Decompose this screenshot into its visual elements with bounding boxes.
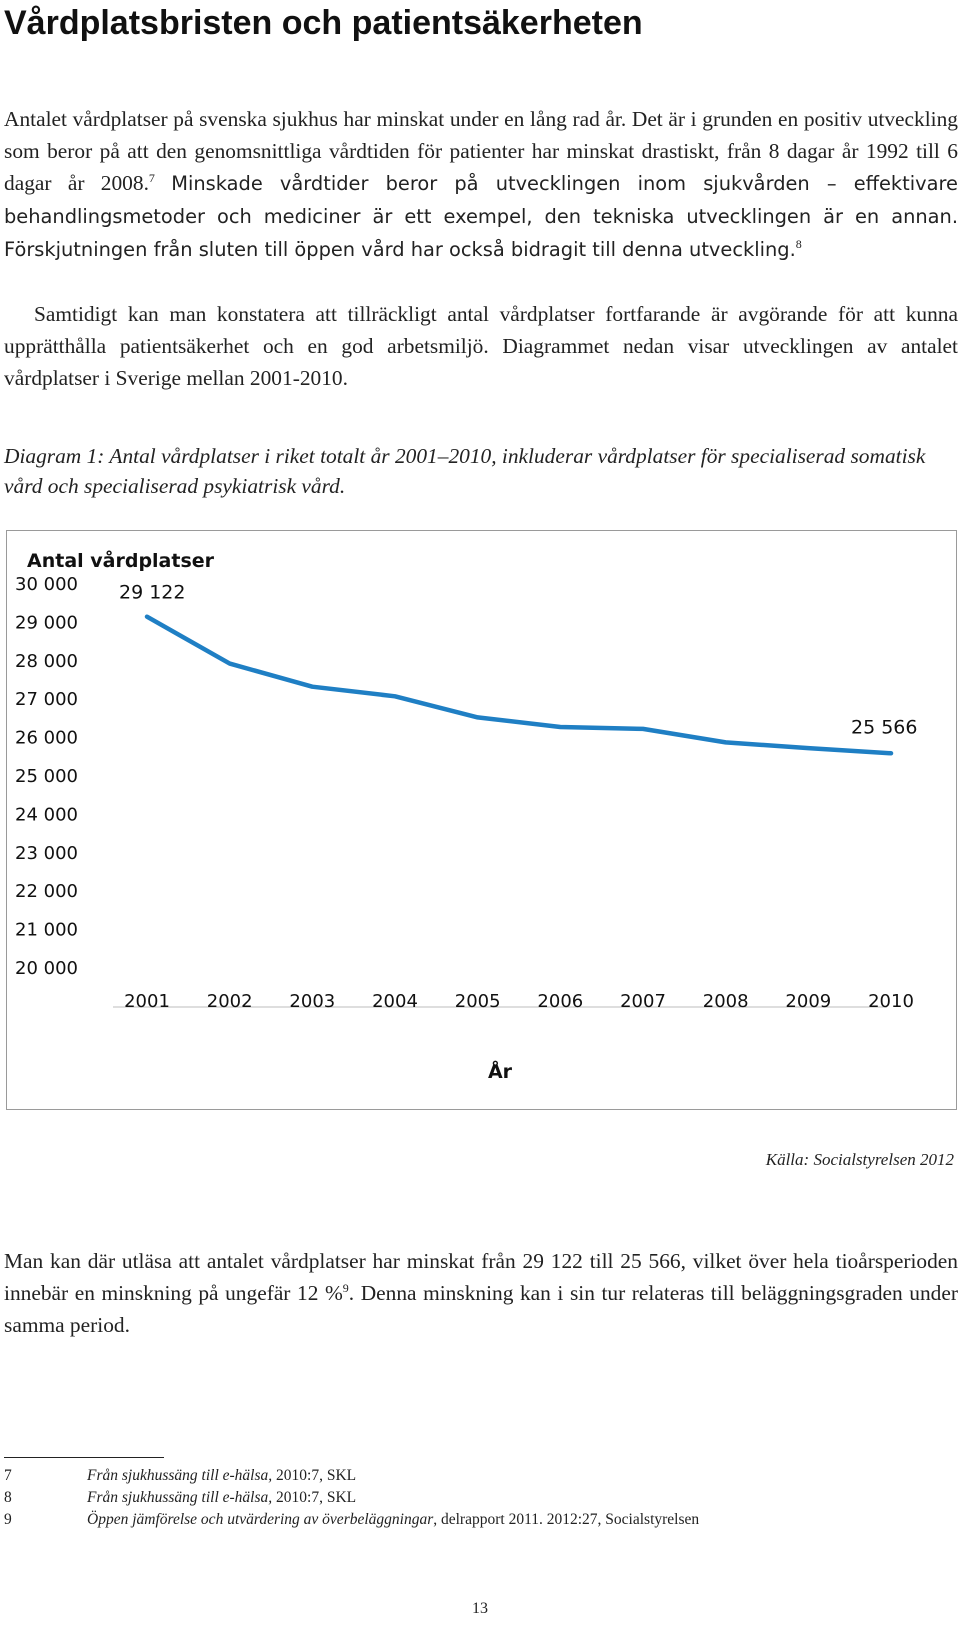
x-axis: 2001 2002 2003 2004 2005 2006 2007 2008 2009 2010 xyxy=(124,991,914,1012)
y-tick-label: 22 000 xyxy=(15,881,78,902)
intro-paragraph: Antalet vårdplatser på svenska sjukhus h… xyxy=(4,103,958,266)
series-line xyxy=(144,614,894,756)
footnotes: 7 Från sjukhussäng till e-hälsa, 2010:7,… xyxy=(4,1465,954,1531)
y-tick-label: 28 000 xyxy=(15,651,78,672)
line-chart: Antal vårdplatser 30 000 29 000 28 000 27 0… xyxy=(15,548,917,1083)
x-tick-label: 2004 xyxy=(372,991,418,1012)
footnote-number: 7 xyxy=(4,1467,12,1484)
data-labels: 29 122 25 566 xyxy=(119,582,917,739)
page-title: Vårdplatsbristen och patientsäkerheten xyxy=(4,4,643,42)
intro-sentence-1: Antalet vårdplatser på svenska sjukhus h… xyxy=(4,107,958,195)
footnote-number: 9 xyxy=(4,1511,12,1528)
x-tick-label: 2006 xyxy=(537,991,583,1012)
x-tick-label: 2001 xyxy=(124,991,170,1012)
footnote-title: Från sjukhussäng till e-hälsa, xyxy=(87,1467,273,1484)
page-number: 13 xyxy=(472,1600,488,1617)
y-axis: 30 000 29 000 28 000 27 000 26 000 25 000 24 0… xyxy=(15,574,78,979)
y-tick-label: 26 000 xyxy=(15,728,78,749)
footnote-ref-7: 7 xyxy=(148,170,155,185)
y-tick-label: 27 000 xyxy=(15,689,78,710)
x-tick-label: 2010 xyxy=(868,991,914,1012)
footnote-rest: 2010:7, SKL xyxy=(272,1467,357,1484)
x-tick-label: 2005 xyxy=(455,991,501,1012)
x-tick-label: 2007 xyxy=(620,991,666,1012)
y-tick-label: 30 000 xyxy=(15,574,78,595)
footnote-7: 7 Från sjukhussäng till e-hälsa, 2010:7,… xyxy=(4,1465,954,1487)
footnote-ref-9: 9 xyxy=(342,1280,349,1295)
y-tick-label: 24 000 xyxy=(15,804,78,825)
footnote-title: Öppen jämförelse och utvärdering av över… xyxy=(87,1511,434,1528)
footnote-8: 8 Från sjukhussäng till e-hälsa, 2010:7,… xyxy=(4,1487,954,1509)
paragraph-3: Man kan där utläsa att antalet vårdplats… xyxy=(4,1245,958,1341)
x-axis-label: År xyxy=(488,1059,513,1083)
footnote-rest: 2010:7, SKL xyxy=(272,1489,357,1506)
x-tick-label: 2009 xyxy=(785,991,831,1012)
y-tick-label: 20 000 xyxy=(15,958,78,979)
footnote-ref-8: 8 xyxy=(795,236,802,251)
x-tick-label: 2003 xyxy=(289,991,335,1012)
footnote-rest: , delrapport 2011. 2012:27, Socialstyrel… xyxy=(433,1511,700,1528)
intro-sentence-2: Minskade vårdtider beror på utvecklingen… xyxy=(4,172,958,261)
figure-caption: Diagram 1: Antal vårdplatser i riket tot… xyxy=(4,444,926,498)
footnote-divider xyxy=(4,1457,164,1458)
chart-frame: Antal vårdplatser 30 000 29 000 28 000 27 0… xyxy=(6,530,957,1110)
paragraph-3-sentence-2: . Denna minskning kan i sin tur relatera… xyxy=(4,1281,958,1337)
chart-title: Antal vårdplatser xyxy=(27,548,215,572)
footnote-number: 8 xyxy=(4,1489,12,1506)
footnote-title: Från sjukhussäng till e-hälsa, xyxy=(87,1489,273,1506)
footnote-9: 9 Öppen jämförelse och utvärdering av öv… xyxy=(4,1509,954,1531)
y-tick-label: 29 000 xyxy=(15,612,78,633)
chart-source: Källa: Socialstyrelsen 2012 xyxy=(765,1150,954,1169)
y-tick-label: 25 000 xyxy=(15,766,78,787)
y-tick-label: 23 000 xyxy=(15,843,78,864)
x-tick-label: 2002 xyxy=(207,991,253,1012)
paragraph-2: Samtidigt kan man konstatera att tillräc… xyxy=(4,302,958,390)
data-label: 25 566 xyxy=(851,716,917,738)
x-tick-label: 2008 xyxy=(703,991,749,1012)
y-tick-label: 21 000 xyxy=(15,920,78,941)
paragraph-3-sentence-1: Man kan där utläsa att antalet vårdplats… xyxy=(4,1249,958,1305)
data-label: 29 122 xyxy=(119,582,185,604)
